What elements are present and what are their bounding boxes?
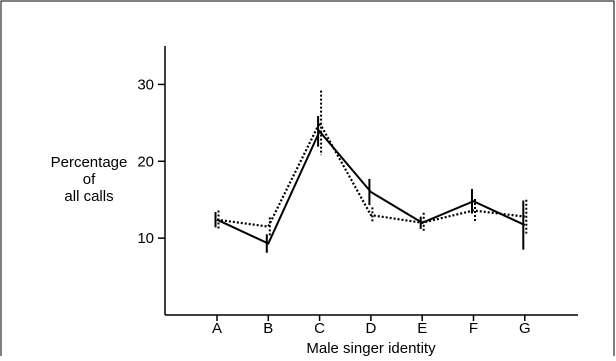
series-dotted bbox=[216, 90, 528, 236]
x-ticks: A B C D E F G bbox=[212, 315, 531, 337]
y-tick-label: 30 bbox=[137, 76, 154, 93]
y-axis-title-line-3: all calls bbox=[64, 188, 113, 205]
y-axis-title-line-1: Percentage bbox=[51, 154, 128, 171]
y-tick-label: 20 bbox=[137, 153, 154, 170]
x-axis-title: Male singer identity bbox=[306, 340, 436, 356]
series-line bbox=[216, 129, 526, 245]
x-tick-label: D bbox=[365, 320, 376, 337]
series-layer bbox=[214, 90, 528, 253]
y-axis-title-line-2: of bbox=[83, 171, 96, 188]
x-tick-label: E bbox=[417, 320, 427, 337]
x-tick-label: G bbox=[519, 320, 531, 337]
x-tick-label: C bbox=[314, 320, 325, 337]
x-tick-label: B bbox=[263, 320, 273, 337]
y-ticks: 10 20 30 bbox=[137, 76, 165, 247]
x-tick-label: F bbox=[469, 320, 478, 337]
series-solid bbox=[214, 115, 526, 253]
x-tick-label: A bbox=[212, 320, 222, 337]
y-tick-label: 10 bbox=[137, 230, 154, 247]
series-line bbox=[216, 120, 525, 228]
